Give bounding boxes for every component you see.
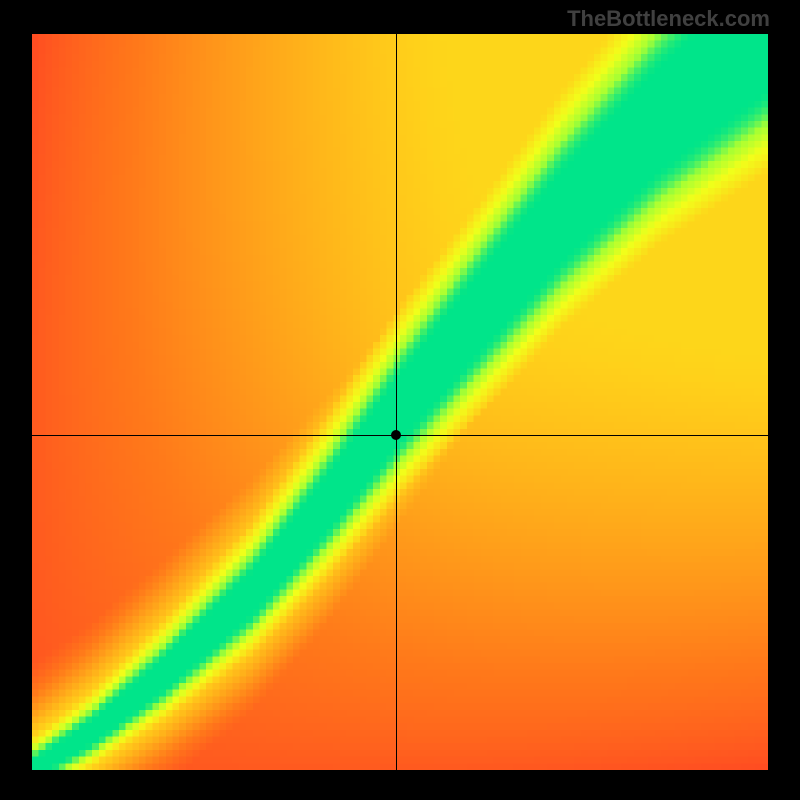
heatmap-plot — [32, 34, 768, 770]
crosshair-vertical — [396, 34, 397, 770]
attribution-text: TheBottleneck.com — [567, 6, 770, 32]
heatmap-canvas — [32, 34, 768, 770]
heatmap-canvas-wrap — [32, 34, 768, 770]
crosshair-marker — [391, 430, 401, 440]
